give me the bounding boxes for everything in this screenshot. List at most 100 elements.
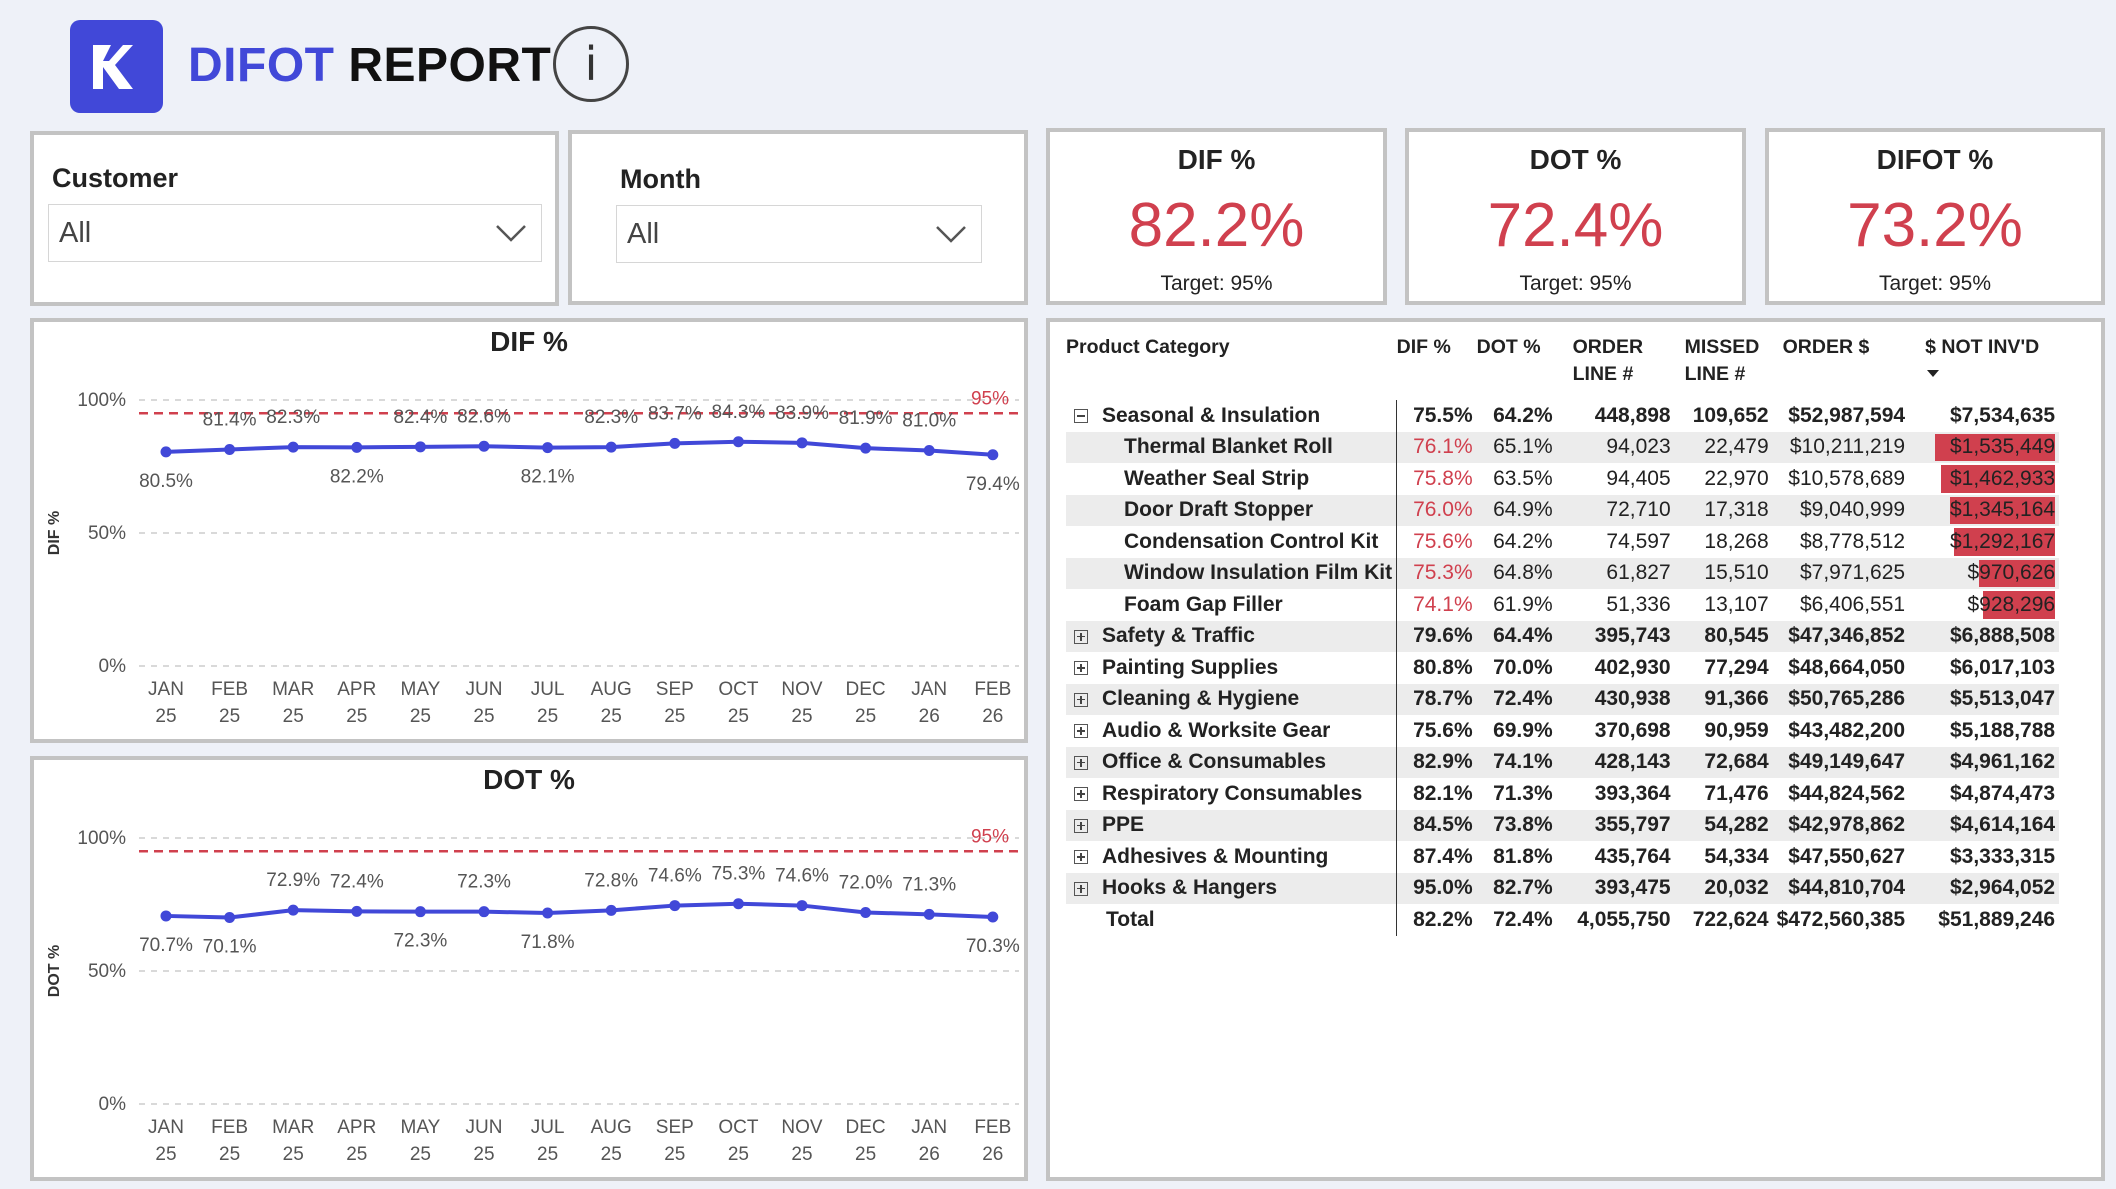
cell-missed-line: 22,970	[1704, 466, 1769, 490]
cell-dot: 73.8%	[1476, 809, 1557, 841]
customer-dropdown[interactable]: All	[48, 204, 542, 262]
data-point[interactable]	[923, 908, 935, 920]
cell-dif: 75.3%	[1396, 557, 1477, 589]
expand-icon[interactable]	[1074, 724, 1088, 739]
data-label: 82.3%	[584, 407, 638, 428]
cell-dot: 72.4%	[1476, 683, 1557, 715]
data-point[interactable]	[669, 900, 681, 912]
x-tick-year: 25	[728, 706, 749, 727]
data-point[interactable]	[860, 442, 872, 454]
header-dif[interactable]: DIF %	[1396, 336, 1451, 358]
data-point[interactable]	[542, 442, 554, 454]
expand-icon[interactable]	[1074, 881, 1088, 896]
expand-icon[interactable]	[1074, 661, 1088, 676]
cell-dif: 75.5%	[1396, 400, 1477, 432]
collapse-icon[interactable]	[1074, 409, 1088, 424]
header-not-invoiced[interactable]: $ NOT INV'D	[1909, 334, 2059, 400]
category-row[interactable]: Safety & Traffic 79.6% 64.4% 395,743 80,545 $…	[1066, 620, 2060, 652]
data-point[interactable]	[287, 904, 299, 916]
data-point[interactable]	[224, 912, 236, 924]
x-tick-year: 25	[728, 1144, 749, 1165]
category-row[interactable]: Adhesives & Mounting 87.4% 81.8% 435,764 54,…	[1066, 841, 2059, 873]
data-point[interactable]	[224, 443, 236, 455]
header-order-line[interactable]: ORDER LINE #	[1572, 336, 1644, 385]
data-point[interactable]	[732, 436, 744, 448]
data-point[interactable]	[605, 904, 617, 916]
target-label: 95%	[971, 388, 1009, 409]
data-point[interactable]	[605, 441, 617, 453]
data-label: 71.3%	[902, 874, 956, 895]
y-tick-label: 0%	[99, 1094, 127, 1115]
cell-dif: 82.1%	[1396, 778, 1477, 810]
subcategory-row: Foam Gap Filler 74.1% 61.9% 51,336 13,107 $6,…	[1066, 589, 2059, 621]
x-tick-year: 25	[791, 1144, 812, 1165]
data-point[interactable]	[732, 898, 744, 910]
category-row[interactable]: Cleaning & Hygiene 78.7% 72.4% 430,938 91,36…	[1066, 683, 2060, 715]
row-name: Adhesives & Mounting	[1066, 841, 1397, 873]
data-point[interactable]	[669, 437, 681, 449]
data-point[interactable]	[987, 449, 999, 461]
category-row[interactable]: Respiratory Consumables 82.1% 71.3% 393,364…	[1066, 778, 2059, 810]
data-point[interactable]	[160, 446, 172, 458]
cell-not-inv: $1,345,164	[1909, 494, 2060, 526]
cell-order-line: 355,797	[1556, 809, 1675, 841]
row-name: Audio & Worksite Gear	[1066, 715, 1397, 747]
data-point[interactable]	[478, 906, 490, 918]
data-label: 83.7%	[648, 403, 702, 424]
expand-icon[interactable]	[1074, 692, 1088, 707]
header-order-amount[interactable]: ORDER $	[1782, 336, 1870, 358]
expand-icon[interactable]	[1074, 850, 1088, 865]
data-point[interactable]	[987, 911, 999, 923]
data-point[interactable]	[287, 441, 299, 453]
category-row[interactable]: Painting Supplies 80.8% 70.0% 402,930 77,294…	[1066, 652, 2059, 684]
cell-not-inv: $928,296	[1909, 589, 2059, 621]
month-slicer: Month All	[568, 130, 1028, 305]
data-point[interactable]	[351, 905, 363, 917]
row-name-label: Audio & Worksite Gear	[1102, 718, 1331, 742]
x-tick-year: 25	[219, 1144, 240, 1165]
info-button[interactable]: i	[553, 26, 629, 102]
data-point[interactable]	[414, 906, 426, 918]
category-row[interactable]: PPE 84.5% 73.8% 355,797 54,282 $42,978,862 $4,…	[1066, 809, 2060, 841]
data-point[interactable]	[351, 441, 363, 453]
header-missed-line[interactable]: MISSED LINE #	[1684, 336, 1760, 385]
x-tick-year: 26	[919, 706, 940, 727]
cell-not-inv: $5,513,047	[1909, 683, 2060, 715]
data-point[interactable]	[860, 906, 872, 918]
month-dropdown[interactable]: All	[616, 205, 982, 263]
data-point[interactable]	[796, 437, 808, 449]
cell-order-amt: $10,211,219	[1772, 431, 1910, 463]
data-label: 81.9%	[839, 408, 893, 429]
y-tick-label: 50%	[88, 523, 126, 544]
x-tick-year: 25	[664, 1144, 685, 1165]
category-row[interactable]: Seasonal & Insulation 75.5% 64.2% 448,898 10…	[1066, 400, 2059, 432]
category-row[interactable]: Hooks & Hangers 95.0% 82.7% 393,475 20,032 $4…	[1066, 872, 2060, 904]
row-name: Door Draft Stopper	[1066, 494, 1397, 526]
expand-icon[interactable]	[1074, 629, 1088, 644]
x-tick-month: OCT	[718, 1117, 759, 1138]
cell-order-amt: $52,987,594	[1788, 403, 1906, 427]
header-product-category[interactable]: Product Category	[1066, 336, 1230, 358]
data-point[interactable]	[542, 907, 554, 919]
cell-dot: 82.7%	[1476, 872, 1557, 904]
expand-icon[interactable]	[1074, 787, 1088, 802]
target-label: 95%	[971, 826, 1009, 847]
not-invoiced-bar	[1954, 528, 2056, 556]
row-name-label: Door Draft Stopper	[1124, 498, 1313, 522]
data-point[interactable]	[796, 900, 808, 912]
data-point[interactable]	[414, 441, 426, 453]
kpi-target: Target: 95%	[1160, 272, 1273, 295]
cell-missed-line: 71,476	[1704, 781, 1769, 805]
expand-icon[interactable]	[1074, 755, 1088, 770]
header-dot[interactable]: DOT %	[1476, 336, 1541, 358]
y-axis-label: DOT %	[46, 945, 63, 997]
subcategory-row: Weather Seal Strip 75.8% 63.5% 94,405 22,970…	[1066, 463, 2059, 495]
expand-icon[interactable]	[1074, 818, 1088, 833]
data-point[interactable]	[160, 910, 172, 922]
category-row[interactable]: Office & Consumables 82.9% 74.1% 428,143 72,…	[1066, 746, 2060, 778]
category-row[interactable]: Audio & Worksite Gear 75.6% 69.9% 370,698 90…	[1066, 715, 2059, 747]
data-point[interactable]	[923, 445, 935, 457]
data-point[interactable]	[478, 440, 490, 452]
cell-dot: 65.1%	[1476, 431, 1557, 463]
row-name-label: Respiratory Consumables	[1102, 781, 1363, 805]
